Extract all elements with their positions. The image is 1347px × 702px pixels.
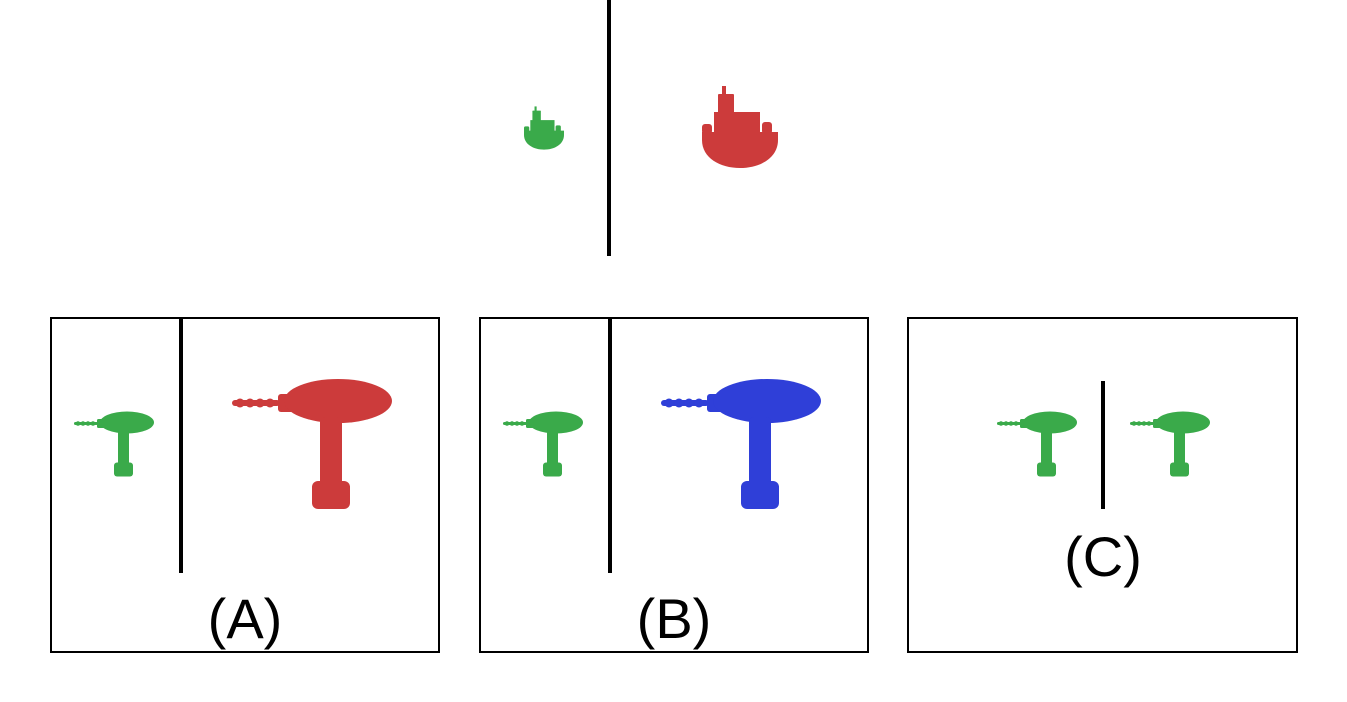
option-c-label: (C) — [1064, 525, 1142, 588]
option-a-label: (A) — [207, 587, 283, 650]
example-divider — [607, 0, 611, 256]
option-a-divider — [179, 319, 183, 573]
boat-icon — [702, 86, 778, 168]
drill-icon — [232, 379, 392, 509]
option-b-label: (B) — [636, 587, 712, 650]
option-c-divider — [1101, 381, 1105, 509]
drill-icon — [503, 411, 583, 477]
option-c-panel[interactable]: (C) — [907, 317, 1298, 653]
drill-icon — [74, 411, 154, 477]
option-b-panel[interactable]: (B) — [479, 317, 869, 653]
option-b-divider — [608, 319, 612, 573]
drill-icon — [661, 379, 821, 509]
drill-icon — [997, 411, 1077, 477]
drill-icon — [1130, 411, 1210, 477]
boat-icon — [524, 106, 564, 150]
option-a-panel[interactable]: (A) — [50, 317, 440, 653]
